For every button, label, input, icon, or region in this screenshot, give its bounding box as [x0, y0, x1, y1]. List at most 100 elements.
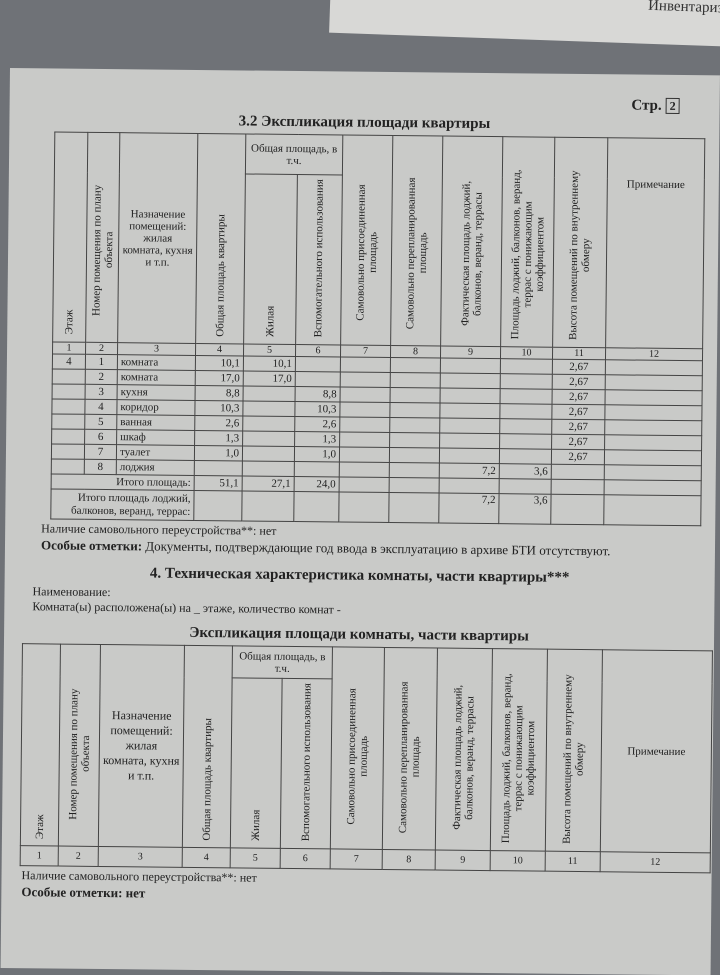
column-number: 12: [605, 347, 703, 361]
header-floor: Этаж: [63, 309, 76, 335]
cell-total: 1,0: [194, 445, 243, 462]
cell-empty: [340, 372, 391, 388]
cell-total: 17,0: [195, 370, 244, 387]
column-number: 10: [500, 346, 553, 360]
header-room-number: Номер помещения по плану объекта: [66, 688, 92, 820]
cell-height: 2,67: [551, 419, 605, 435]
cell-name: кухня: [117, 384, 196, 401]
column-number: 4: [182, 847, 231, 869]
document-page: Стр. 2 3.2 Экспликация площади квартиры Э…: [0, 68, 720, 975]
cell-empty: [339, 417, 390, 433]
cell-aux: 1,3: [294, 431, 340, 448]
column-number: 7: [330, 849, 383, 870]
cell-empty: [604, 464, 702, 481]
cell-floor: [52, 384, 86, 400]
cell-living: 17,0: [243, 371, 296, 387]
column-number: 7: [340, 345, 391, 358]
cell-height: 2,67: [551, 449, 605, 465]
cell-floor: [51, 459, 85, 475]
cell-empty: [339, 447, 390, 463]
cell-name: комната: [117, 354, 196, 371]
cell-c10: 3,6: [499, 463, 552, 480]
header-purpose: Назначение помещений: жилая комната, кух…: [117, 132, 198, 344]
header-replanned: Самовольно перепланированная площадь: [397, 681, 423, 834]
cell-c10: [499, 448, 552, 465]
cell-aux: 2,6: [294, 416, 340, 433]
cell-c10: [499, 403, 553, 420]
cell-num: 5: [84, 414, 117, 430]
cell-floor: [51, 414, 85, 430]
room-area-table: Этаж Номер помещения по плану объекта На…: [20, 643, 713, 874]
cell-c9: [439, 433, 500, 449]
column-number: 2: [58, 846, 99, 867]
column-number: 4: [195, 343, 244, 357]
cell-c10: [499, 433, 552, 450]
cell-name: ванная: [116, 414, 195, 431]
page-number-value: 2: [665, 97, 680, 115]
cell-total: [194, 460, 243, 477]
column-number: 2: [85, 342, 118, 355]
cell-c9: [439, 448, 500, 464]
loggia-total-actual: 7,2: [438, 493, 500, 524]
total-living: 27,1: [242, 476, 295, 492]
header-attached: Самовольно присоединенная площадь: [353, 184, 379, 322]
cell-name: туалет: [116, 444, 195, 461]
header-loggia-coef: Площадь лоджий, балконов, веранд, террас…: [508, 169, 546, 340]
cell-living: [242, 446, 295, 462]
cell-c10: [499, 418, 552, 435]
page-label: Стр.: [631, 97, 662, 114]
cell-empty: [605, 359, 703, 376]
header-height: Высота помещений по внутреннему обмеру: [567, 170, 593, 340]
cell-living: [242, 461, 295, 477]
cell-empty: [390, 372, 441, 389]
cell-num: 7: [84, 444, 117, 460]
header-total-area: Общая площадь квартиры: [200, 717, 214, 841]
cell-name: коридор: [116, 399, 196, 416]
cell-c10: [500, 388, 553, 405]
total-area: 51,1: [194, 475, 243, 492]
cell-height: [551, 464, 605, 480]
header-room-number: Номер помещения по плану объекта: [89, 184, 115, 316]
cell-floor: [51, 429, 85, 445]
header-area-incl: Общая площадь, в т.ч.: [232, 645, 333, 680]
cell-aux: [295, 371, 341, 388]
header-height: Высота помещений по внутреннему обмеру: [560, 674, 586, 844]
cell-num: 2: [85, 369, 118, 385]
cell-empty: [340, 387, 391, 403]
column-number: 10: [490, 850, 546, 872]
header-loggia-actual: Фактическая площадь лоджий, балконов, ве…: [451, 685, 477, 831]
cell-empty: [389, 432, 440, 449]
cell-empty: [389, 447, 440, 464]
cell-floor: [51, 399, 86, 415]
column-number: 11: [545, 851, 601, 872]
cell-empty: [339, 432, 390, 448]
cell-total: 2,6: [194, 415, 243, 432]
cell-aux: [294, 461, 340, 478]
cell-empty: [389, 462, 440, 479]
cell-empty: [390, 357, 441, 374]
background-page: Инвентаризаци: [329, 0, 720, 48]
cell-empty: [605, 374, 703, 391]
column-number: 11: [552, 347, 606, 360]
cell-height: 2,67: [551, 404, 606, 420]
cell-height: 2,67: [552, 389, 606, 405]
cell-empty: [389, 402, 441, 419]
header-loggia-actual: Фактическая площадь лоджий, балконов, ве…: [458, 181, 485, 327]
cell-name: комната: [117, 369, 196, 386]
header-attached: Самовольно присоединенная площадь: [344, 688, 370, 826]
cell-num: 3: [85, 384, 118, 400]
cell-empty: [339, 402, 391, 418]
cell-c9: [440, 373, 501, 389]
cell-total: 10,3: [194, 400, 244, 417]
cell-living: 10,1: [243, 356, 296, 372]
cell-name: лоджия: [116, 459, 195, 476]
cell-empty: [390, 387, 441, 404]
loggia-total-coef: 3,6: [498, 493, 552, 525]
cell-living: [242, 401, 296, 417]
total-label: Итого площадь:: [51, 474, 195, 491]
cell-c9: [439, 403, 501, 419]
column-number: 5: [243, 344, 296, 357]
cell-floor: [51, 444, 85, 460]
cell-empty: [604, 449, 702, 466]
column-number: 9: [440, 346, 501, 359]
